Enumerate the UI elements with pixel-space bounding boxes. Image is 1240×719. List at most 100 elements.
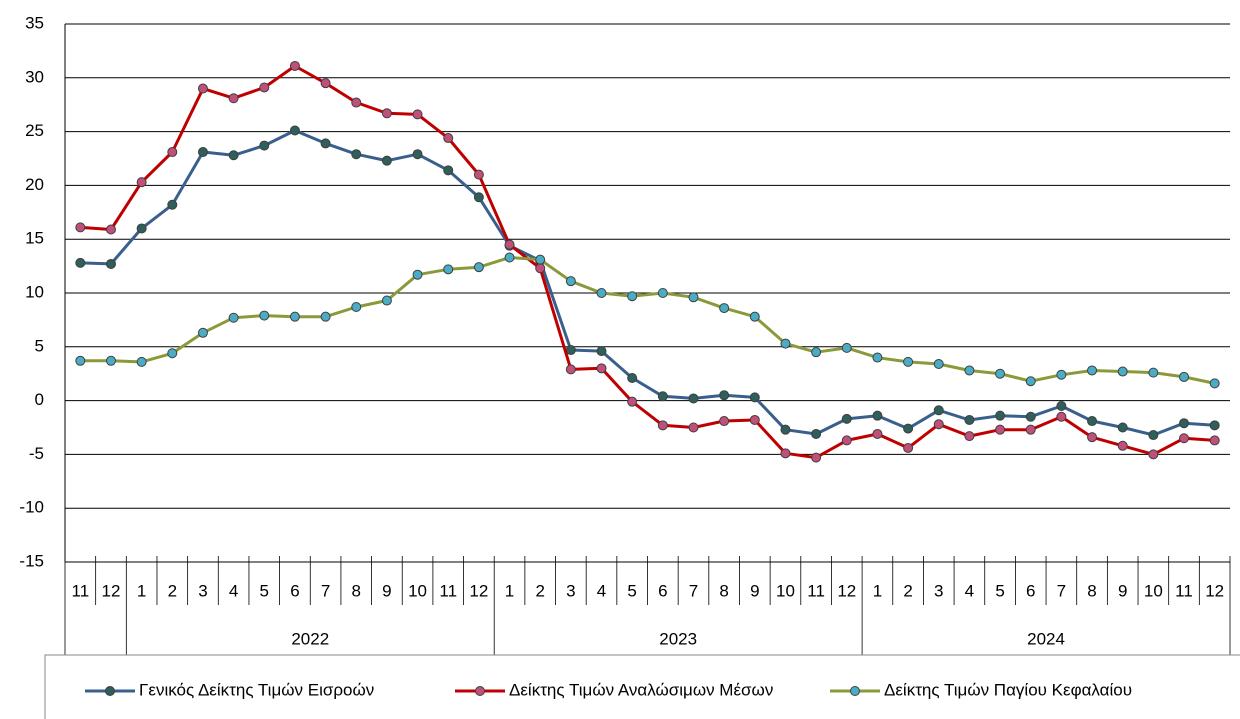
series-marker	[565, 276, 576, 287]
y-tick-label: -5	[29, 444, 44, 463]
x-tick-label: 6	[1026, 581, 1035, 600]
y-tick-label: 25	[25, 121, 44, 140]
x-tick-label: 4	[597, 581, 606, 600]
series-marker	[259, 310, 270, 321]
series-marker	[289, 60, 300, 71]
series-marker	[259, 82, 270, 93]
series-marker	[320, 78, 331, 89]
series-marker	[412, 109, 423, 120]
series-marker	[964, 365, 975, 376]
series-marker	[688, 292, 699, 303]
series-marker	[381, 295, 392, 306]
x-tick-label: 2	[168, 581, 177, 600]
series-marker	[688, 393, 699, 404]
series-marker	[381, 108, 392, 119]
series-marker	[412, 269, 423, 280]
group-label: 2023	[659, 629, 697, 648]
series-marker	[320, 138, 331, 149]
legend-box	[44, 654, 1240, 719]
series-marker	[627, 396, 638, 407]
series-marker	[1025, 411, 1036, 422]
series-marker	[504, 252, 515, 263]
series-marker	[289, 125, 300, 136]
series-marker	[872, 410, 883, 421]
series-marker	[1056, 411, 1067, 422]
series-marker	[1148, 367, 1159, 378]
series-line	[80, 129, 1215, 437]
y-tick-label: 30	[25, 67, 44, 86]
group-label: 2024	[1027, 629, 1065, 648]
series-marker	[841, 342, 852, 353]
legend-label: Δείκτης Τιμών Αναλώσιμων Μέσων	[509, 680, 773, 699]
x-tick-label: 10	[776, 581, 795, 600]
series-marker	[228, 93, 239, 104]
x-tick-label: 6	[658, 581, 667, 600]
x-tick-label: 12	[1205, 581, 1224, 600]
series-marker	[719, 416, 730, 427]
series-marker	[443, 264, 454, 275]
series-marker	[197, 83, 208, 94]
series-marker	[995, 368, 1006, 379]
series-marker	[688, 422, 699, 433]
series-marker	[596, 346, 607, 357]
series-marker	[75, 355, 86, 366]
series-marker	[995, 424, 1006, 435]
series-marker	[535, 254, 546, 265]
x-tick-label: 5	[995, 581, 1004, 600]
series-marker	[504, 239, 515, 250]
x-tick-label: 1	[137, 581, 146, 600]
series-marker	[841, 413, 852, 424]
series-marker	[412, 149, 423, 160]
series-marker	[1087, 365, 1098, 376]
series-marker	[627, 373, 638, 384]
x-tick-label: 12	[102, 581, 121, 600]
series-marker	[320, 311, 331, 322]
x-tick-label: 5	[627, 581, 636, 600]
series-marker	[903, 356, 914, 367]
series-marker	[933, 419, 944, 430]
series-marker	[473, 192, 484, 203]
legend-marker	[475, 686, 485, 696]
series-line	[80, 64, 1215, 460]
series-marker	[136, 356, 147, 367]
legend-label: Γενικός Δείκτης Τιμών Εισροών	[139, 680, 374, 699]
series-marker	[872, 352, 883, 363]
legend-label: Δείκτης Τιμών Παγίου Κεφαλαίου	[884, 680, 1132, 699]
y-tick-label: 10	[25, 282, 44, 301]
series-marker	[1025, 376, 1036, 387]
series-marker	[964, 431, 975, 442]
series-marker	[1209, 420, 1220, 431]
x-tick-label: 9	[382, 581, 391, 600]
x-tick-label: 11	[1175, 581, 1193, 600]
x-tick-label: 3	[198, 581, 207, 600]
y-tick-label: -10	[19, 498, 44, 517]
series-marker	[443, 165, 454, 176]
series-marker	[1025, 424, 1036, 435]
series-marker	[596, 288, 607, 298]
series-marker	[381, 155, 392, 166]
series-marker	[780, 448, 791, 459]
series-marker	[167, 348, 178, 359]
series-marker	[933, 359, 944, 370]
series-marker	[1179, 371, 1190, 382]
x-tick-label: 11	[72, 581, 90, 600]
series-marker	[197, 327, 208, 338]
x-tick-label: 7	[689, 581, 698, 600]
series-marker	[565, 364, 576, 375]
x-tick-label: 7	[321, 581, 330, 600]
series-marker	[136, 223, 147, 234]
series-marker	[1209, 435, 1220, 446]
series-marker	[780, 338, 791, 349]
series-marker	[841, 435, 852, 446]
series-marker	[811, 428, 822, 439]
series-marker	[105, 258, 116, 269]
y-tick-label: 0	[35, 390, 44, 409]
series-marker	[167, 147, 178, 158]
y-tick-label: 5	[35, 336, 44, 355]
series-marker	[75, 257, 86, 268]
series-marker	[1148, 449, 1159, 460]
x-tick-label: 1	[505, 581, 514, 600]
series-marker	[657, 391, 668, 402]
series-marker	[443, 133, 454, 144]
legend-marker	[850, 686, 860, 696]
